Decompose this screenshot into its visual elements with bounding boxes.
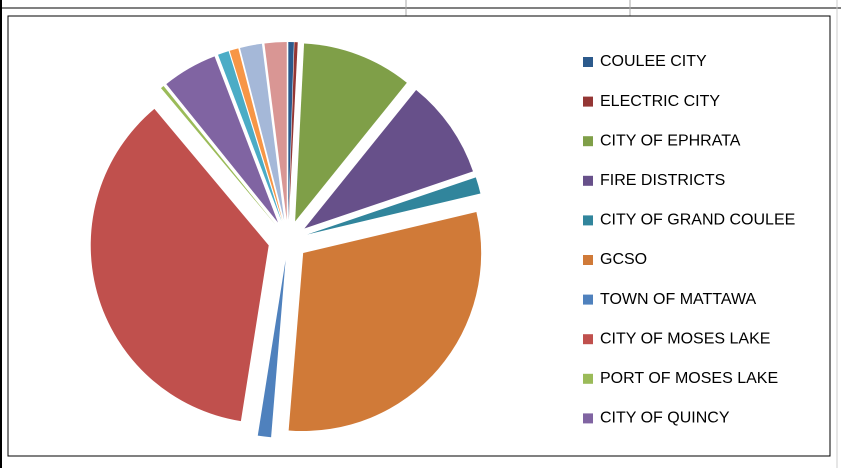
pie-slice (295, 43, 407, 222)
pie-slice (229, 48, 283, 221)
pie-slice (239, 43, 285, 221)
pie-slice (257, 259, 286, 438)
pie-slice (288, 212, 482, 432)
pie-slice (288, 42, 298, 221)
pie-slice (304, 89, 473, 229)
legend-label: CITY OF GRAND COULEE (600, 212, 795, 229)
legend-swatch (583, 294, 593, 305)
legend-label: PORT OF MOSES LAKE (600, 370, 778, 387)
pie-slice (264, 42, 287, 221)
legend-label: COULEE CITY (600, 53, 707, 70)
legend-label: CITY OF MOSES LAKE (600, 330, 770, 347)
legend-swatch (583, 175, 593, 186)
legend-label: CITY OF QUINCY (600, 410, 730, 427)
pie-slice (160, 85, 276, 225)
legend-swatch (583, 136, 593, 147)
legend-label: GCSO (600, 251, 647, 268)
legend-swatch (583, 373, 593, 384)
legend-label: CITY OF EPHRATA (600, 132, 741, 149)
legend-swatch (583, 57, 593, 67)
legend-swatch (583, 413, 593, 424)
pie-slice (90, 108, 269, 422)
pie-slice (288, 42, 294, 221)
legend-label: FIRE DISTRICTS (600, 172, 725, 189)
pie-slice (218, 51, 282, 222)
pie-slice (307, 177, 481, 235)
legend-label: ELECTRIC CITY (600, 93, 720, 110)
legend-swatch (583, 334, 593, 345)
legend-label: TOWN OF MATTAWA (600, 291, 756, 308)
legend-swatch (583, 215, 593, 226)
legend-swatch (583, 96, 593, 107)
pie-slice (166, 56, 279, 223)
legend-swatch (583, 255, 593, 265)
legend: COULEE CITY ELECTRIC CITY CITY OF EPHRATA F… (583, 53, 795, 427)
pie (90, 42, 482, 438)
